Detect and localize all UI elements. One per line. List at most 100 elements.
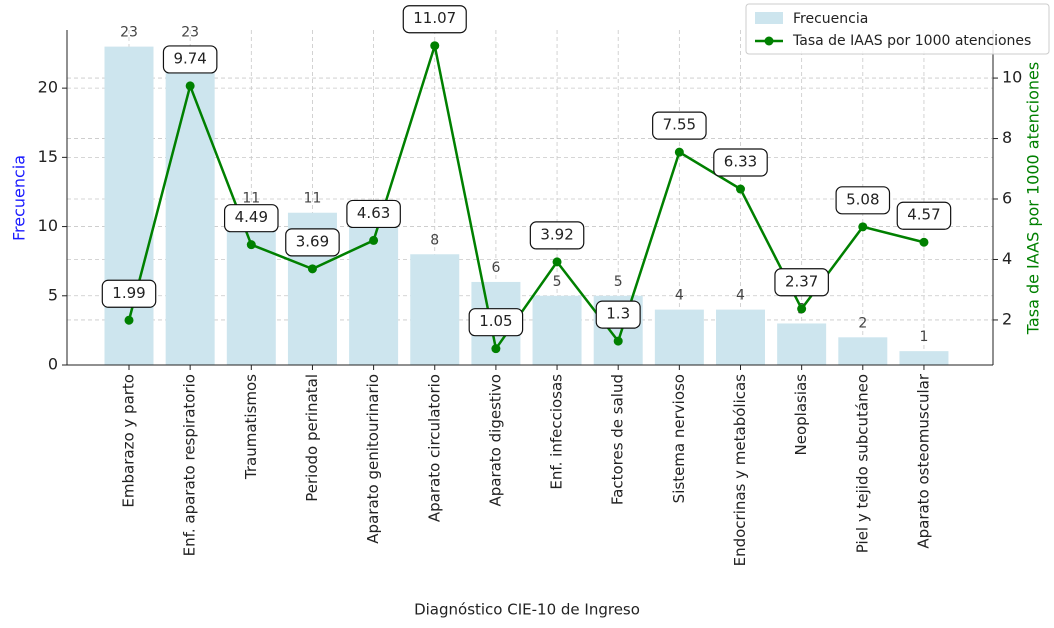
bar <box>165 46 215 365</box>
legend: Frecuencia Tasa de IAAS por 1000 atencion… <box>745 3 1050 55</box>
bar-label: 1 <box>919 329 928 345</box>
bar-label: 23 <box>120 25 138 41</box>
line-point <box>246 240 256 250</box>
label-box <box>774 268 829 297</box>
x-tick-label: Aparato digestivo <box>486 374 504 507</box>
bar-label: 5 <box>553 274 562 290</box>
line-point <box>919 237 929 247</box>
bar <box>410 254 460 365</box>
y-tick-label: 5 <box>48 285 58 304</box>
label-box <box>713 148 768 177</box>
label-box <box>285 228 340 257</box>
label-box <box>835 186 891 215</box>
bar-label: 11 <box>242 191 260 207</box>
line-point <box>185 81 195 91</box>
line-label: 7.55 <box>663 116 696 134</box>
line-point <box>491 344 501 354</box>
value-box: 2.37 <box>774 268 829 297</box>
bar <box>838 337 888 365</box>
line-point <box>552 257 562 267</box>
label-box <box>162 45 218 74</box>
y-axis-title: Frecuencia <box>10 155 29 241</box>
line-point <box>369 235 379 245</box>
line-point <box>736 184 745 194</box>
x-tick-label: Aparato osteomuscular <box>914 373 932 548</box>
line-label: 5.08 <box>846 190 879 208</box>
x-tick-label: Factores de salud <box>609 374 627 505</box>
x-axis-title: Diagnóstico CIE-10 de Ingreso <box>414 601 640 619</box>
bar <box>349 226 399 365</box>
label-box <box>346 199 401 229</box>
label-box <box>468 308 524 337</box>
bar <box>716 309 765 365</box>
label-box <box>101 279 157 308</box>
bar <box>104 46 154 365</box>
bar-label: 23 <box>181 25 199 41</box>
x-tick-label: Endocrinas y metabólicas <box>731 374 749 567</box>
value-box: 1.05 <box>468 308 524 337</box>
y-tick-label: 10 <box>38 216 58 235</box>
y2-tick-label: 8 <box>1002 128 1012 147</box>
line-label: 3.92 <box>540 225 573 243</box>
x-tick-label: Sistema nervioso <box>670 374 688 503</box>
x-tick-label: Enf. infecciosas <box>548 374 566 490</box>
bar-label: 11 <box>304 191 322 207</box>
value-box: 9.74 <box>162 45 218 74</box>
y2-axis-title: Tasa de IAAS por 1000 atenciones <box>1024 62 1043 335</box>
y-tick-label: 0 <box>48 355 58 374</box>
y2-tick-label: 6 <box>1002 189 1012 208</box>
line-point <box>674 147 684 157</box>
legend-label: Tasa de IAAS por 1000 atenciones <box>792 33 1031 49</box>
label-box <box>595 300 641 329</box>
y2-tick-label: 4 <box>1002 249 1012 268</box>
x-tick-label: Aparato circulatorio <box>425 374 443 522</box>
line-label: 1.3 <box>606 305 630 323</box>
legend-box <box>745 3 1050 55</box>
line-label: 1.05 <box>479 312 512 330</box>
line-label: 4.63 <box>357 204 390 222</box>
line-label: 3.69 <box>296 232 329 250</box>
value-box: 4.57 <box>896 201 952 230</box>
bar-label: 2 <box>858 315 867 331</box>
x-tick-label: Aparato genitourinario <box>364 374 382 544</box>
line-point <box>613 336 623 346</box>
value-box: 3.69 <box>285 228 340 257</box>
value-box: 4.63 <box>346 199 401 229</box>
bar-label: 8 <box>430 232 439 248</box>
line-point <box>307 264 317 274</box>
line-label: 6.33 <box>724 153 757 171</box>
label-box <box>223 204 279 233</box>
line-label: 4.49 <box>235 208 268 226</box>
value-box: 1.99 <box>101 279 157 308</box>
y-tick-label: 20 <box>38 78 58 97</box>
y2-tick-label: 2 <box>1002 309 1012 328</box>
value-box: 7.55 <box>652 111 707 140</box>
bar-label: 6 <box>491 260 500 276</box>
x-tick-label: Enf. aparato respiratorio <box>181 374 199 556</box>
legend-label: Frecuencia <box>793 11 868 27</box>
bar <box>532 295 582 365</box>
line-point <box>797 304 807 314</box>
x-tick-label: Neoplasias <box>792 374 810 456</box>
y2-tick-label: 10 <box>1002 68 1022 87</box>
line-label: 9.74 <box>173 49 206 67</box>
value-box: 11.07 <box>402 5 467 34</box>
line-point <box>124 315 134 325</box>
x-tick-label: Periodo perinatal <box>303 374 321 502</box>
label-box <box>652 111 707 140</box>
bar <box>899 351 949 365</box>
bar-label: 5 <box>614 274 623 290</box>
line-point <box>858 222 868 232</box>
x-tick-label: Traumatismos <box>242 374 260 480</box>
line-label: 1.99 <box>112 284 145 302</box>
x-tick-label: Embarazo y parto <box>120 374 138 508</box>
label-box <box>896 201 952 230</box>
value-box: 1.3 <box>595 300 641 329</box>
value-box: 3.92 <box>529 221 585 250</box>
legend-swatch <box>764 36 774 46</box>
label-box <box>529 221 585 250</box>
y-tick-label: 15 <box>38 147 58 166</box>
line-label: 2.37 <box>785 272 818 290</box>
legend-swatch <box>755 12 783 24</box>
value-box: 5.08 <box>835 186 891 215</box>
